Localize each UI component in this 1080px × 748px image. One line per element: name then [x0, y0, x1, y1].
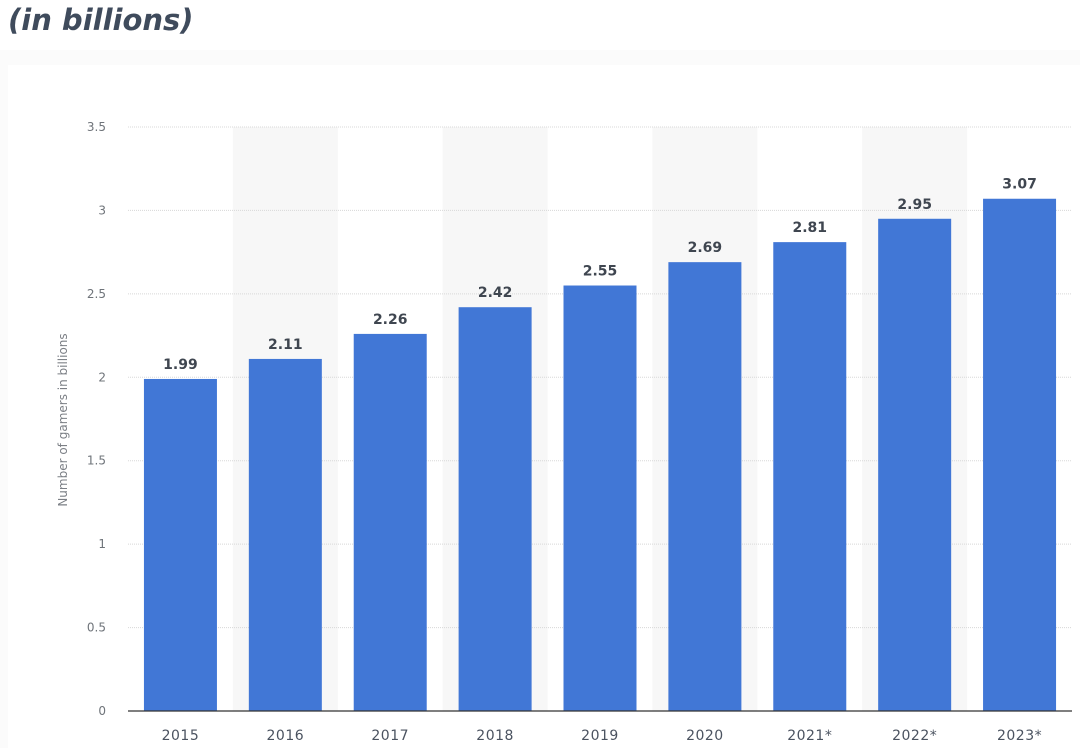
x-tick-label: 2017	[371, 728, 409, 744]
data-label: 2.81	[793, 220, 828, 236]
x-tick-label: 2016	[267, 728, 305, 744]
bar	[248, 358, 322, 711]
chart-subtitle: (in billions)	[8, 3, 194, 37]
data-label: 2.11	[268, 337, 303, 353]
data-label: 2.55	[583, 264, 618, 280]
bar	[878, 218, 952, 711]
y-tick-label: 0	[98, 704, 106, 718]
bar	[983, 198, 1057, 712]
bar	[353, 333, 427, 711]
y-tick-label: 1.5	[87, 454, 106, 468]
data-label: 2.26	[373, 312, 408, 328]
y-tick-label: 3	[98, 203, 106, 217]
y-axis-label: Number of gamers in billions	[56, 333, 70, 507]
data-label: 2.95	[897, 197, 932, 213]
data-label: 3.07	[1002, 177, 1037, 193]
x-tick-label: 2021*	[787, 728, 832, 744]
y-tick-label: 3.5	[87, 120, 106, 134]
x-tick-label: 2018	[476, 728, 514, 744]
y-tick-label: 2	[98, 370, 106, 384]
data-label: 1.99	[163, 357, 198, 373]
y-tick-label: 0.5	[87, 621, 106, 635]
x-tick-label: 2023*	[997, 728, 1042, 744]
x-tick-label: 2020	[686, 728, 724, 744]
x-tick-label: 2022*	[892, 728, 937, 744]
bar	[773, 242, 847, 712]
bar	[668, 262, 742, 711]
bar	[458, 307, 532, 711]
y-tick-label: 1	[98, 537, 106, 551]
x-tick-label: 2015	[162, 728, 200, 744]
bar	[563, 285, 637, 711]
data-label: 2.42	[478, 285, 513, 301]
x-tick-label: 2019	[581, 728, 619, 744]
y-tick-label: 2.5	[87, 287, 106, 301]
bar	[143, 378, 217, 711]
data-label: 2.69	[688, 240, 723, 256]
